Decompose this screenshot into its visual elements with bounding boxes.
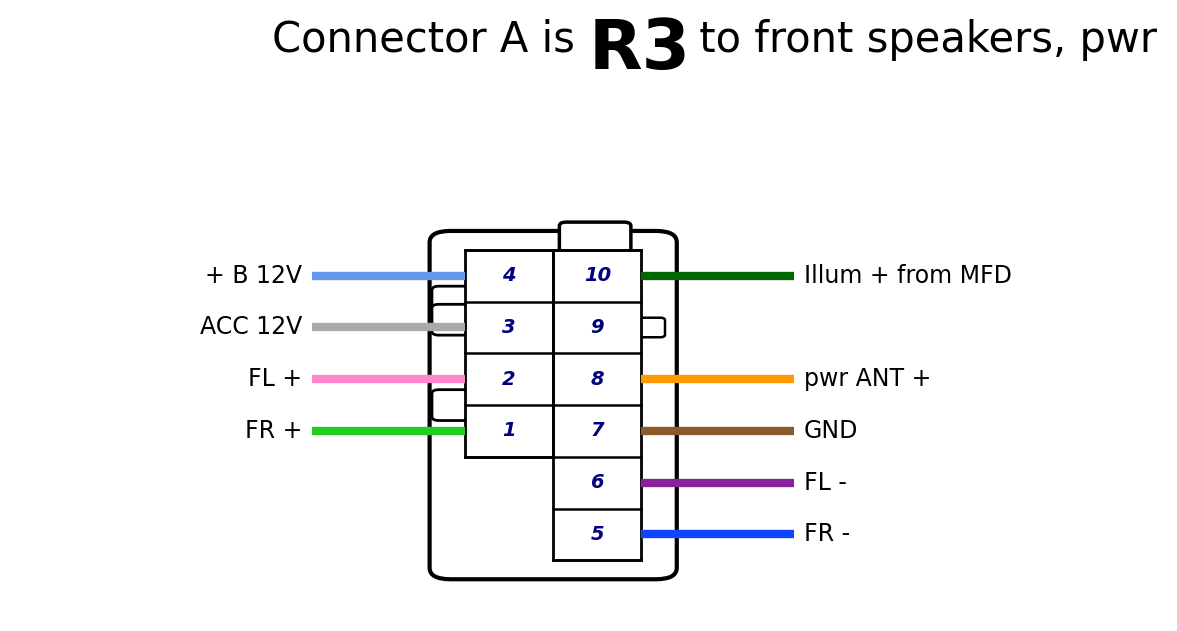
- Text: R3: R3: [588, 16, 691, 83]
- Text: 8: 8: [591, 370, 604, 389]
- Text: 4: 4: [503, 266, 516, 285]
- Text: FR -: FR -: [804, 522, 850, 546]
- FancyBboxPatch shape: [637, 318, 665, 337]
- Bar: [465, 250, 553, 457]
- FancyBboxPatch shape: [432, 286, 472, 317]
- Text: + B 12V: + B 12V: [206, 264, 302, 288]
- Text: Illum + from MFD: Illum + from MFD: [804, 264, 1012, 288]
- Text: 2: 2: [503, 370, 516, 389]
- Text: ACC 12V: ACC 12V: [200, 316, 302, 339]
- Text: FL -: FL -: [804, 471, 846, 495]
- Text: GND: GND: [804, 419, 858, 443]
- Text: 10: 10: [584, 266, 611, 285]
- FancyBboxPatch shape: [430, 231, 677, 579]
- Text: 6: 6: [591, 473, 604, 492]
- Text: 3: 3: [503, 318, 516, 337]
- Text: FL +: FL +: [248, 367, 302, 391]
- FancyBboxPatch shape: [432, 390, 472, 420]
- Bar: [553, 250, 641, 560]
- Text: 1: 1: [503, 422, 516, 440]
- Text: to front speakers, pwr: to front speakers, pwr: [686, 19, 1157, 61]
- Text: 7: 7: [591, 422, 604, 440]
- Text: 9: 9: [591, 318, 604, 337]
- FancyBboxPatch shape: [559, 222, 631, 254]
- Text: Connector A is: Connector A is: [272, 19, 588, 61]
- FancyBboxPatch shape: [432, 304, 472, 335]
- Text: FR +: FR +: [245, 419, 302, 443]
- Text: pwr ANT +: pwr ANT +: [804, 367, 931, 391]
- Text: 5: 5: [591, 525, 604, 544]
